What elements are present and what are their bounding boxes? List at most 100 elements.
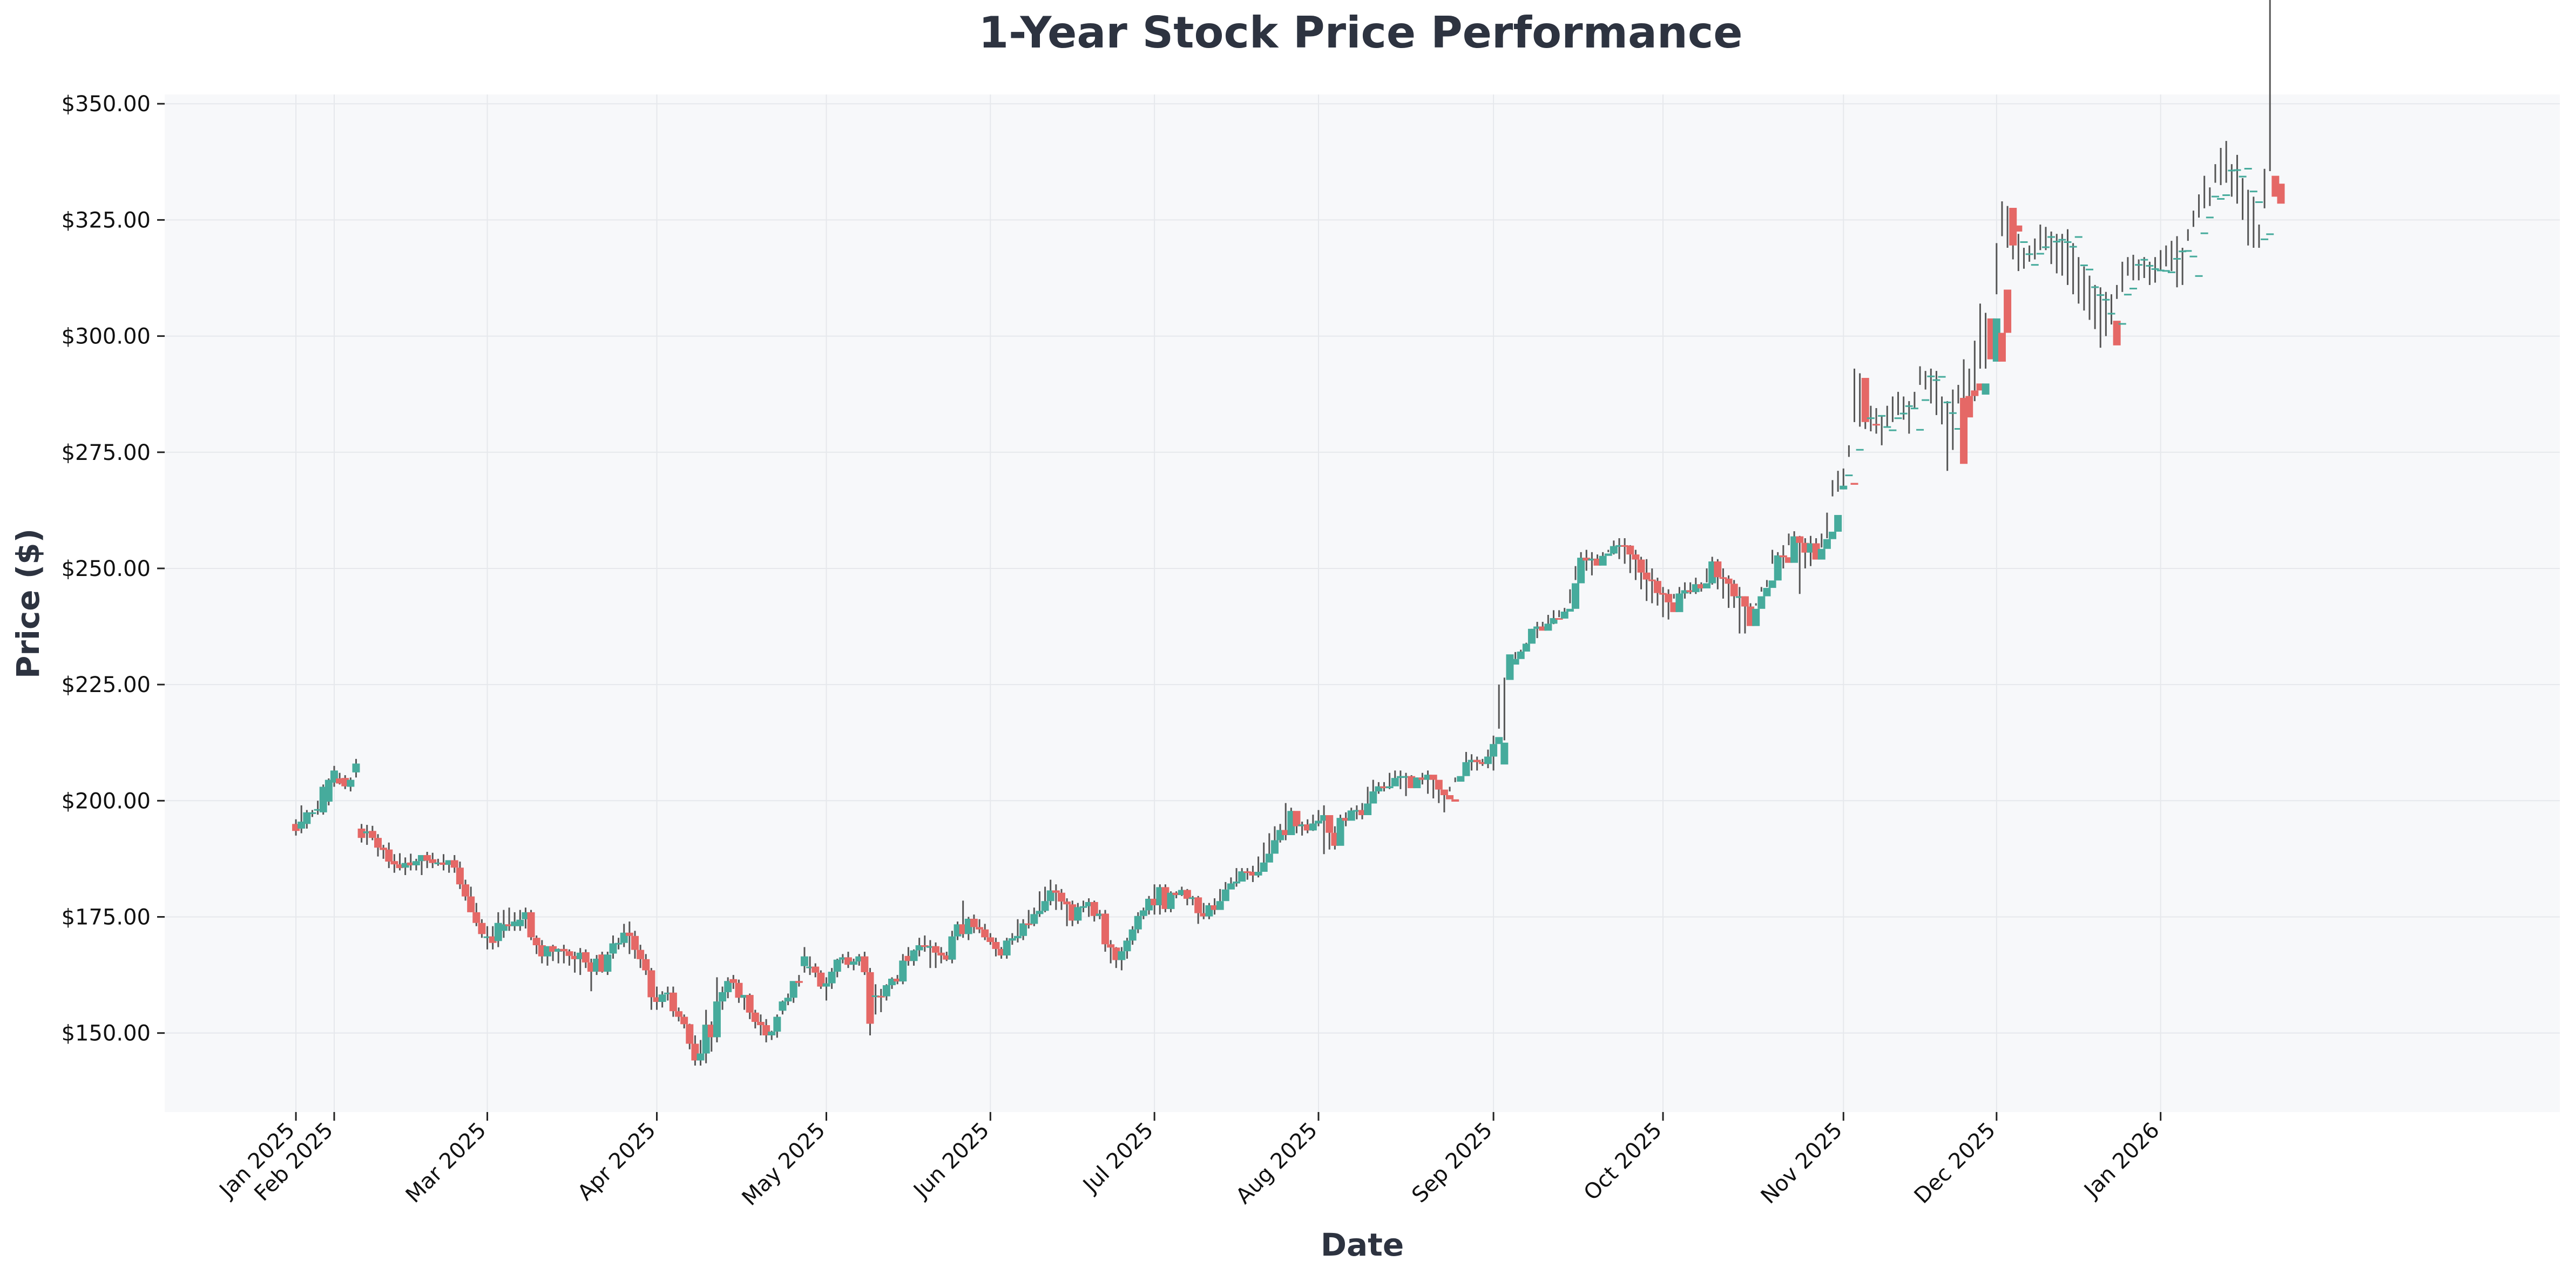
- candle: [1385, 772, 1394, 789]
- candle-body-down: [921, 945, 929, 947]
- candle: [2097, 287, 2105, 348]
- candle-body-up: [1840, 485, 1848, 490]
- candle-body-up: [1910, 408, 1918, 410]
- candle: [1757, 587, 1766, 609]
- candle: [1282, 803, 1290, 841]
- candle: [1566, 589, 1574, 612]
- candle: [1998, 201, 2006, 362]
- candle-body-up: [828, 972, 836, 984]
- candle: [2222, 141, 2230, 196]
- candle: [1659, 587, 1667, 618]
- candle: [2266, 0, 2274, 235]
- candle: [948, 931, 956, 964]
- candle-body-up: [1375, 786, 1383, 792]
- candle-body-down: [1719, 577, 1727, 579]
- candle: [1905, 401, 1913, 434]
- candle-body-up: [363, 831, 371, 833]
- candle-body-up: [1003, 940, 1011, 955]
- x-tick-label: May 2025: [738, 1118, 830, 1211]
- candle-body-down: [1730, 584, 1738, 597]
- candle: [877, 988, 885, 1012]
- candle: [2036, 225, 2044, 255]
- candle: [2173, 236, 2181, 288]
- candle: [1342, 812, 1350, 826]
- candle-body-down: [380, 848, 388, 850]
- y-tick-label: $200.00: [62, 789, 151, 814]
- candle-body-up: [1254, 872, 1262, 876]
- candle-body-down: [932, 946, 940, 953]
- candle-body-up: [1085, 902, 1093, 906]
- candle-body-up: [1577, 558, 1585, 584]
- candle: [1079, 900, 1087, 912]
- candle-body-down: [1380, 786, 1388, 789]
- candle-body-down: [1796, 536, 1804, 543]
- candle-body-up: [445, 860, 453, 865]
- candle: [483, 926, 491, 950]
- candle-body-up: [1845, 475, 1853, 477]
- candle-body-up: [1424, 775, 1432, 780]
- candle-body-down: [1025, 923, 1033, 925]
- candle: [2080, 265, 2088, 311]
- candle-body-up: [2249, 191, 2257, 193]
- candle: [800, 947, 808, 973]
- candle-body-up: [2228, 170, 2236, 172]
- candle-body-up: [2151, 268, 2159, 270]
- candle: [1468, 754, 1476, 771]
- candle: [1041, 886, 1049, 912]
- candle-body-up: [1894, 417, 1902, 419]
- plot-area: [165, 94, 2560, 1112]
- candle-body-up: [784, 998, 792, 1002]
- candle-body-up: [1178, 890, 1186, 896]
- candle-body-up: [2135, 264, 2143, 266]
- candle-body-down: [1697, 584, 1705, 588]
- candle-body-down: [1451, 799, 1459, 802]
- candle: [363, 825, 371, 845]
- candle: [1254, 856, 1262, 878]
- x-tick-label: Jul 2025: [1077, 1118, 1158, 1199]
- candle: [1621, 538, 1629, 564]
- candle-body-down: [407, 862, 415, 865]
- candle: [380, 845, 388, 859]
- candle-body-up: [822, 983, 830, 987]
- candle-body-up: [1233, 882, 1241, 884]
- candle: [1681, 582, 1689, 599]
- candle-body-up: [352, 763, 360, 772]
- candle: [680, 1014, 688, 1029]
- candle-body-up: [1402, 776, 1410, 778]
- candle-body-down: [1850, 483, 1858, 485]
- candle-body-down: [368, 831, 376, 838]
- candle: [2064, 229, 2072, 285]
- candle: [1270, 826, 1279, 854]
- candle-body-down: [631, 936, 639, 950]
- candle: [1451, 777, 1459, 802]
- candle: [450, 855, 458, 873]
- candle-body-down: [986, 937, 995, 942]
- candle-body-down: [1659, 593, 1667, 595]
- candle: [850, 958, 858, 971]
- candle: [1167, 891, 1175, 912]
- candle: [1490, 735, 1498, 771]
- candle-body-up: [1309, 823, 1317, 831]
- candle-body-down: [385, 849, 393, 862]
- candle-body-up: [910, 950, 918, 961]
- candle: [347, 777, 355, 792]
- candle: [653, 986, 661, 1010]
- candle-body-down: [478, 923, 486, 934]
- candle-body-up: [1943, 401, 1951, 403]
- candle: [1506, 654, 1514, 680]
- candle-body-down: [390, 861, 398, 865]
- candle: [1615, 538, 1624, 559]
- candle: [1211, 898, 1219, 915]
- candle: [1938, 376, 1946, 425]
- candle: [1320, 805, 1328, 855]
- candle: [2069, 243, 2077, 295]
- candle-body-up: [882, 985, 890, 997]
- candle: [1369, 780, 1377, 804]
- candle: [1588, 552, 1596, 575]
- candle: [1003, 938, 1011, 959]
- candle: [1172, 891, 1180, 899]
- candle-body-up: [1457, 776, 1465, 782]
- candle: [1424, 770, 1432, 794]
- candle-body-up: [1588, 558, 1596, 561]
